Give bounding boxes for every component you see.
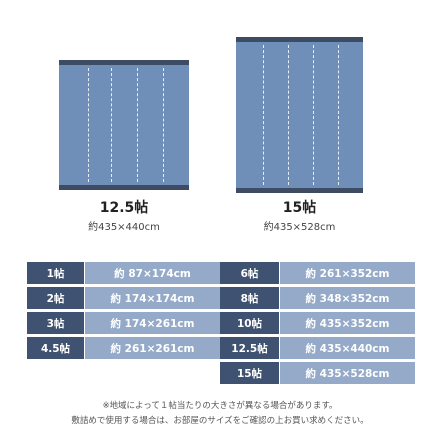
- size-table-right: 6帖 約 261×352cm 8帖 約 348×352cm 10帖 約 435×…: [220, 262, 415, 387]
- size-label: 4.5帖: [27, 337, 84, 359]
- table-row: 2帖 約 174×174cm: [27, 287, 220, 309]
- rug-title: 15帖: [282, 200, 317, 216]
- size-label: 3帖: [27, 312, 84, 334]
- rug-seam: [263, 45, 264, 185]
- rug-size: 約435×440cm: [88, 222, 160, 233]
- size-value: 約 435×352cm: [280, 312, 415, 334]
- size-value: 約 87×174cm: [85, 262, 220, 284]
- table-row: 3帖 約 174×261cm: [27, 312, 220, 334]
- rug-illustration-15: [236, 37, 363, 193]
- table-row: 8帖 約 348×352cm: [220, 287, 415, 309]
- rug-edge-bottom: [59, 185, 189, 190]
- size-value: 約 261×352cm: [280, 262, 415, 284]
- table-row: 10帖 約 435×352cm: [220, 312, 415, 334]
- size-label: 12.5帖: [220, 337, 279, 359]
- table-row: 12.5帖 約 435×440cm: [220, 337, 415, 359]
- table-row: 15帖 約 435×528cm: [220, 362, 415, 384]
- size-label: 15帖: [220, 362, 279, 384]
- rug-seam: [288, 45, 289, 185]
- size-label: 1帖: [27, 262, 84, 284]
- rug-edge-top: [236, 37, 363, 42]
- rug-seam: [88, 68, 89, 182]
- rug-seam: [111, 68, 112, 182]
- rug-size: 約435×528cm: [263, 222, 336, 233]
- rug-seam: [313, 45, 314, 185]
- size-value: 約 435×528cm: [280, 362, 415, 384]
- size-label: 10帖: [220, 312, 279, 334]
- note-line-1: ※地域によって１帖当たりの大きさが異なる場合があります。: [102, 401, 338, 411]
- size-value: 約 174×261cm: [85, 312, 220, 334]
- rug-edge-bottom: [236, 188, 363, 193]
- table-row: 6帖 約 261×352cm: [220, 262, 415, 284]
- size-value: 約 348×352cm: [280, 287, 415, 309]
- size-table-left: 1帖 約 87×174cm 2帖 約 174×174cm 3帖 約 174×26…: [27, 262, 220, 362]
- table-row: 4.5帖 約 261×261cm: [27, 337, 220, 359]
- rug-seam: [137, 68, 138, 182]
- rug-edge-top: [59, 60, 189, 65]
- size-label: 8帖: [220, 287, 279, 309]
- size-value: 約 174×174cm: [85, 287, 220, 309]
- table-row: 1帖 約 87×174cm: [27, 262, 220, 284]
- size-label: 6帖: [220, 262, 279, 284]
- size-value: 約 435×440cm: [280, 337, 415, 359]
- rug-seam: [338, 45, 339, 185]
- rug-title: 12.5帖: [99, 200, 149, 216]
- note-line-2: 敷詰めで使用する場合は、お部屋のサイズをご確認の上お買い求めください。: [71, 416, 369, 426]
- size-value: 約 261×261cm: [85, 337, 220, 359]
- size-label: 2帖: [27, 287, 84, 309]
- rug-illustration-12-5: [59, 60, 189, 190]
- rug-seam: [163, 68, 164, 182]
